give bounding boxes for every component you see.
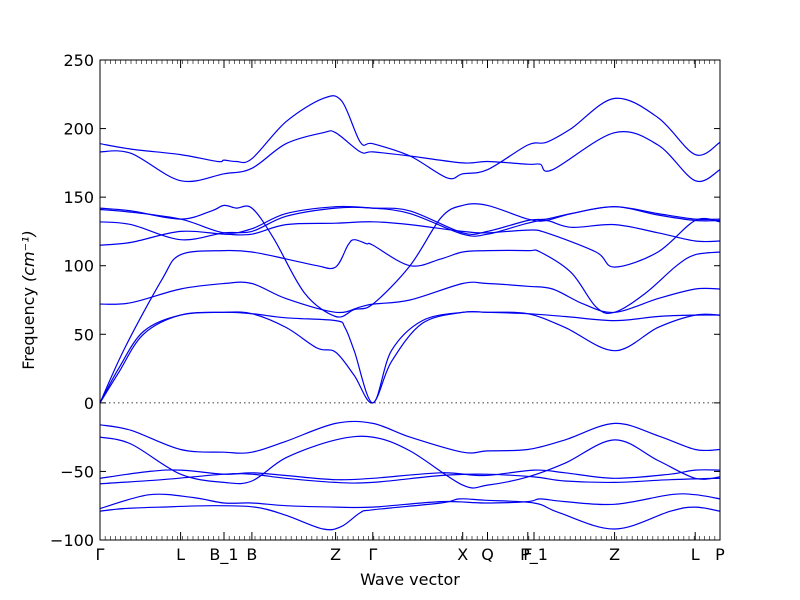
band-line-4: [100, 469, 720, 481]
y-tick-label: 250: [63, 51, 94, 70]
x-tick-label: L: [691, 545, 700, 564]
x-tick-label: F: [523, 545, 532, 564]
x-axis-label: Wave vector: [360, 570, 460, 589]
x-tick-label: Γ: [96, 545, 105, 564]
x-tick-label: B: [246, 545, 257, 564]
band-line-5: [100, 435, 720, 489]
band-line-1: [100, 498, 720, 531]
band-line-15: [100, 130, 720, 183]
y-tick-label: −50: [60, 462, 94, 481]
y-tick-label: 100: [63, 257, 94, 276]
x-tick-label: Z: [609, 545, 620, 564]
x-tick-label: P_1: [520, 545, 548, 565]
y-tick-label: 0: [84, 394, 94, 413]
y-axis-label-unit: (cm⁻¹): [19, 230, 38, 282]
x-tick-label: Γ: [368, 545, 377, 564]
band-line-2: [100, 493, 720, 510]
y-tick-label: 50: [74, 325, 94, 344]
y-axis-label-text: Frequency: [19, 287, 38, 370]
band-line-16: [100, 95, 720, 180]
x-tick-label: P: [715, 545, 725, 564]
band-line-6: [100, 420, 720, 454]
band-lines: [100, 95, 720, 531]
band-line-10: [100, 239, 720, 404]
x-tick-label: X: [457, 545, 468, 564]
band-line-8: [100, 310, 720, 404]
x-tick-label: L: [176, 545, 185, 564]
x-tick-label: Q: [481, 545, 494, 564]
band-line-14: [100, 203, 720, 318]
y-tick-label: −100: [50, 531, 94, 550]
x-axis-ticks: Γ L B_1 B Z Γ X Q FP_1 Z L P: [96, 60, 725, 565]
y-tick-label: 150: [63, 188, 94, 207]
band-line-11: [100, 217, 720, 268]
x-tick-label: Z: [330, 545, 341, 564]
minor-ticks: [104, 60, 716, 540]
band-line-12: [100, 206, 720, 243]
x-tick-label: B_1: [209, 545, 238, 565]
y-tick-label: 200: [63, 120, 94, 139]
plot-frame: [99, 59, 721, 541]
y-axis-label: Frequency (cm⁻¹): [19, 230, 38, 369]
